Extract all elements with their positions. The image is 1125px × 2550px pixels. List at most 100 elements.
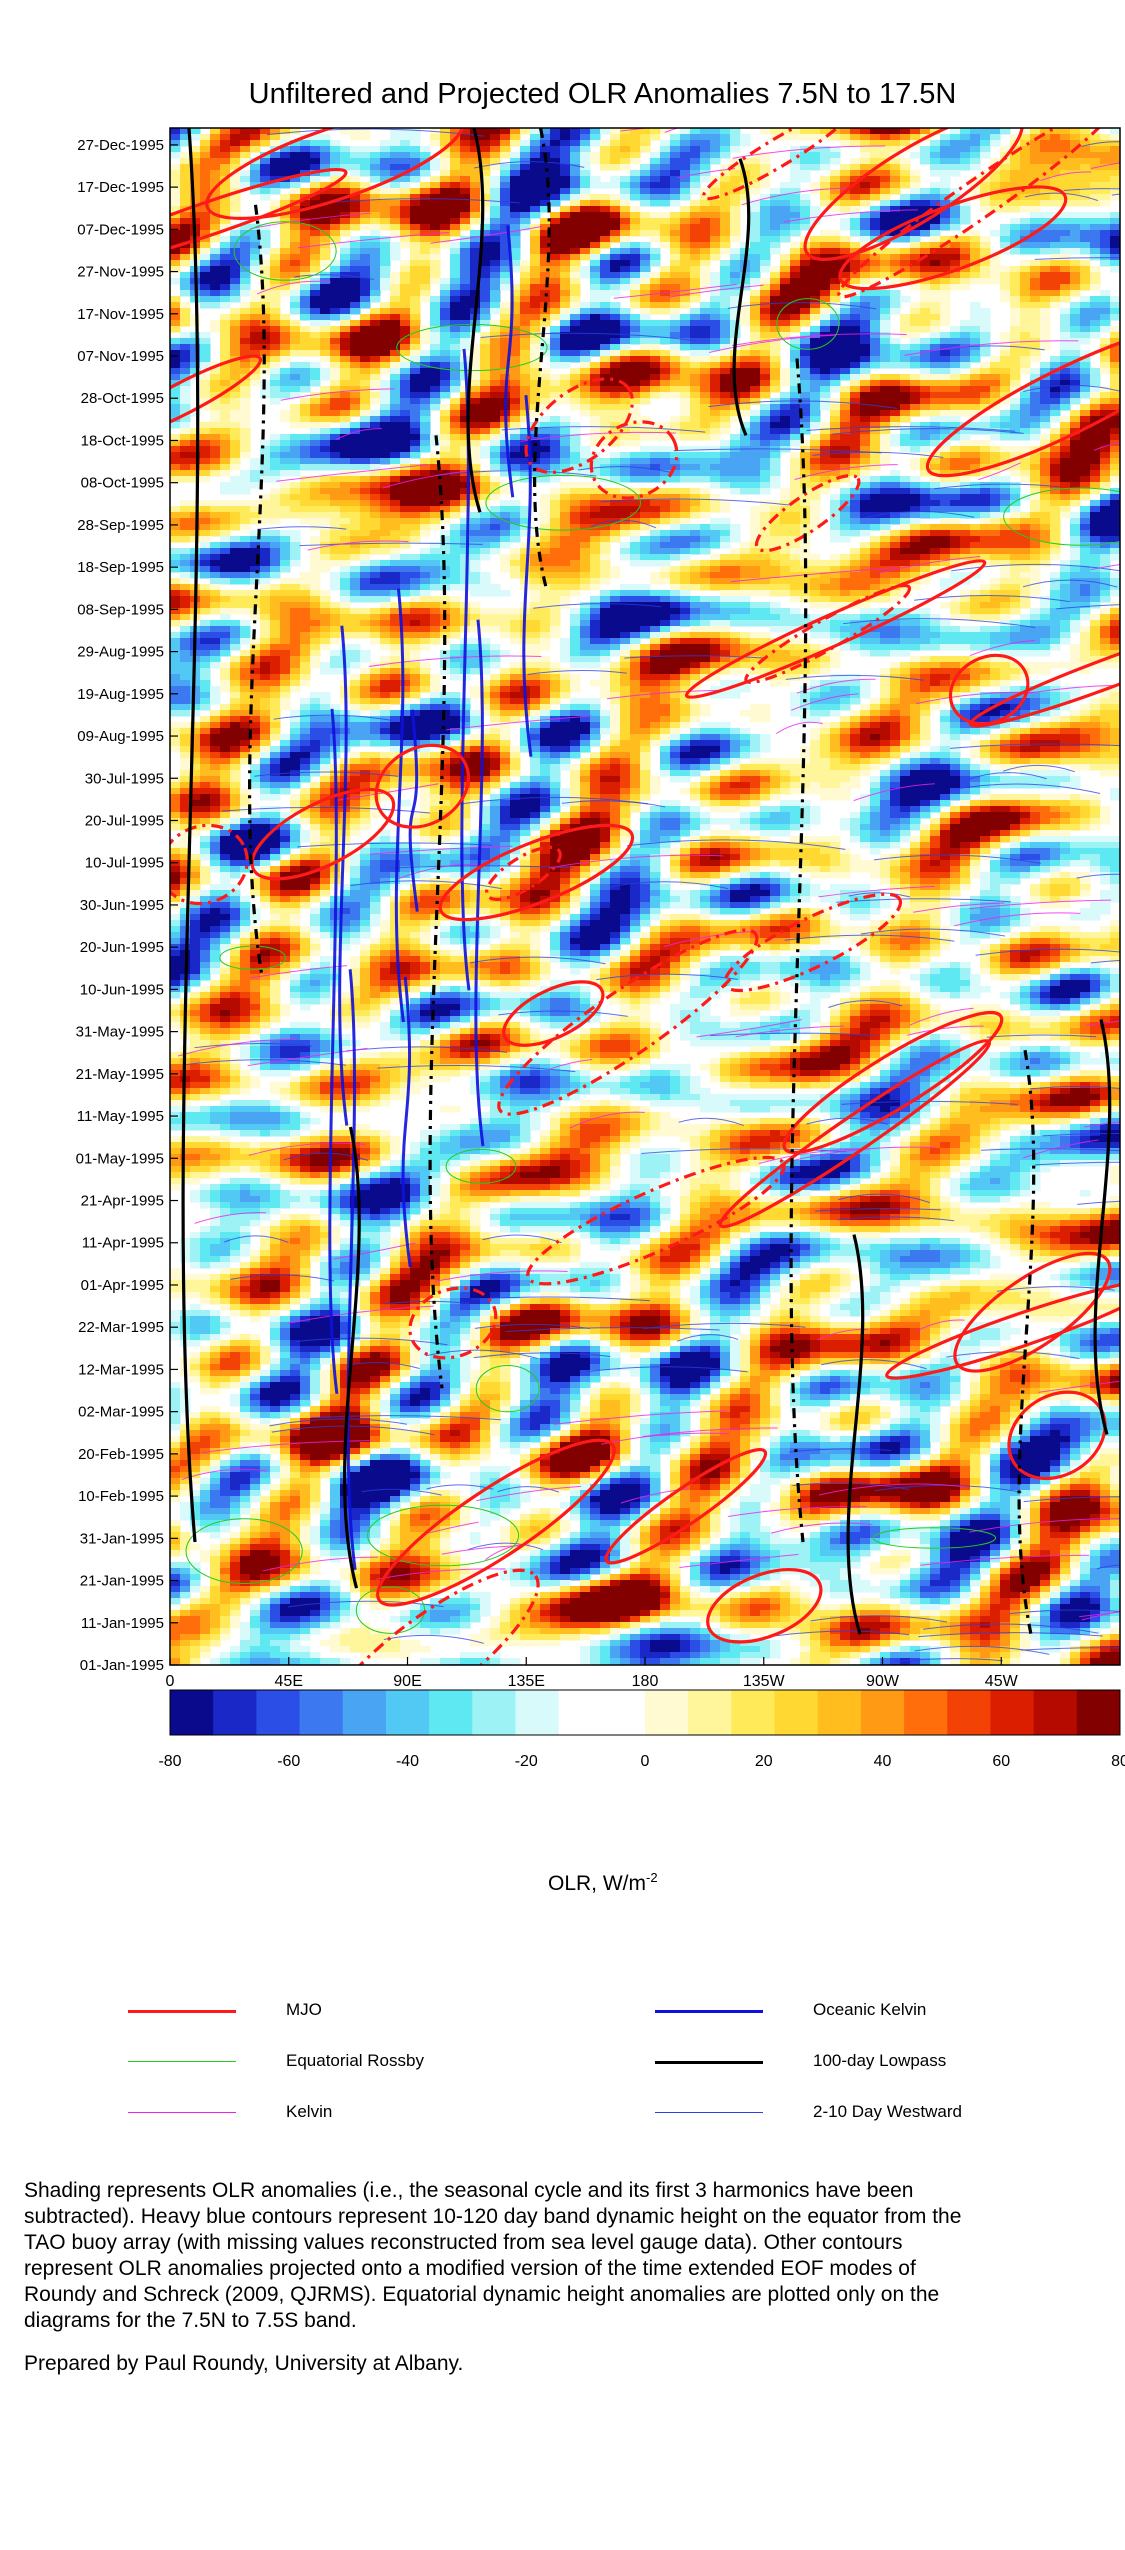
olr-shading-cell	[400, 440, 411, 447]
olr-shading-cell	[550, 392, 561, 399]
olr-shading-cell	[980, 380, 991, 387]
olr-shading-cell	[960, 362, 971, 369]
olr-shading-cell	[880, 458, 891, 465]
olr-shading-cell	[370, 422, 381, 429]
olr-shading-cell	[610, 152, 621, 159]
olr-shading-cell	[840, 338, 851, 345]
olr-shading-cell	[1080, 164, 1091, 171]
olr-shading-cell	[980, 362, 991, 369]
olr-shading-cell	[1050, 452, 1061, 459]
olr-shading-cell	[220, 200, 231, 207]
olr-shading-cell	[800, 128, 811, 135]
olr-shading-cell	[690, 314, 701, 321]
olr-shading-cell	[710, 140, 721, 147]
olr-shading-cell	[220, 434, 231, 441]
olr-shading-cell	[660, 308, 671, 315]
olr-shading-cell	[740, 470, 751, 477]
olr-shading-cell	[920, 320, 931, 327]
olr-shading-cell	[330, 152, 341, 159]
olr-shading-cell	[330, 440, 341, 447]
olr-shading-cell	[630, 170, 641, 177]
olr-shading-cell	[1090, 224, 1101, 231]
olr-shading-cell	[580, 212, 591, 219]
olr-shading-cell	[590, 254, 601, 261]
olr-shading-cell	[1100, 224, 1111, 231]
olr-shading-cell	[1110, 128, 1121, 135]
olr-shading-cell	[780, 320, 791, 327]
olr-shading-cell	[610, 350, 621, 357]
olr-shading-cell	[800, 368, 811, 375]
olr-shading-cell	[230, 446, 241, 453]
olr-shading-cell	[170, 458, 181, 465]
olr-shading-cell	[680, 242, 691, 249]
olr-shading-cell	[570, 290, 581, 297]
olr-shading-cell	[560, 224, 571, 231]
olr-shading-cell	[820, 440, 831, 447]
olr-shading-cell	[970, 152, 981, 159]
olr-shading-cell	[320, 308, 331, 315]
olr-shading-cell	[1080, 152, 1091, 159]
olr-shading-cell	[1040, 320, 1051, 327]
olr-shading-cell	[350, 164, 361, 171]
olr-shading-cell	[610, 458, 621, 465]
olr-shading-cell	[1010, 248, 1021, 255]
olr-shading-cell	[1010, 290, 1021, 297]
olr-shading-cell	[500, 134, 511, 141]
olr-shading-cell	[490, 356, 501, 363]
olr-shading-cell	[600, 350, 611, 357]
olr-shading-cell	[490, 212, 501, 219]
olr-shading-cell	[700, 422, 711, 429]
olr-shading-cell	[1020, 284, 1031, 291]
olr-shading-cell	[570, 458, 581, 465]
olr-shading-cell	[830, 416, 841, 423]
olr-shading-cell	[680, 422, 691, 429]
olr-shading-cell	[170, 302, 181, 309]
olr-shading-cell	[720, 230, 731, 237]
olr-shading-cell	[690, 242, 701, 249]
olr-shading-cell	[810, 404, 821, 411]
olr-shading-cell	[370, 380, 381, 387]
olr-shading-cell	[370, 218, 381, 225]
olr-shading-cell	[580, 128, 591, 135]
olr-shading-cell	[800, 170, 811, 177]
olr-shading-cell	[430, 296, 441, 303]
olr-shading-cell	[880, 326, 891, 333]
olr-shading-cell	[320, 146, 331, 153]
olr-shading-cell	[290, 446, 301, 453]
olr-shading-cell	[590, 182, 601, 189]
olr-shading-cell	[1010, 272, 1021, 279]
olr-shading-cell	[420, 404, 431, 411]
olr-shading-cell	[290, 284, 301, 291]
olr-shading-cell	[520, 170, 531, 177]
olr-shading-cell	[890, 176, 901, 183]
olr-shading-cell	[630, 470, 641, 477]
olr-shading-cell	[730, 230, 741, 237]
olr-shading-cell	[980, 440, 991, 447]
olr-shading-cell	[710, 302, 721, 309]
olr-shading-cell	[240, 278, 251, 285]
olr-shading-cell	[470, 404, 481, 411]
olr-shading-cell	[1090, 314, 1101, 321]
olr-shading-cell	[200, 392, 211, 399]
olr-shading-cell	[740, 140, 751, 147]
olr-shading-cell	[770, 476, 781, 483]
olr-shading-cell	[360, 344, 371, 351]
olr-shading-cell	[180, 302, 191, 309]
olr-shading-cell	[1050, 476, 1061, 483]
olr-shading-cell	[760, 290, 771, 297]
olr-shading-cell	[930, 242, 941, 249]
olr-shading-cell	[700, 218, 711, 225]
olr-shading-cell	[790, 434, 801, 441]
olr-shading-cell	[310, 350, 321, 357]
olr-shading-cell	[510, 344, 521, 351]
olr-shading-cell	[200, 458, 211, 465]
olr-shading-cell	[420, 410, 431, 417]
olr-shading-cell	[270, 326, 281, 333]
olr-shading-cell	[1110, 464, 1121, 471]
olr-shading-cell	[240, 326, 251, 333]
olr-shading-cell	[780, 428, 791, 435]
olr-shading-cell	[940, 170, 951, 177]
olr-shading-cell	[870, 338, 881, 345]
olr-shading-cell	[790, 200, 801, 207]
olr-shading-cell	[620, 158, 631, 165]
